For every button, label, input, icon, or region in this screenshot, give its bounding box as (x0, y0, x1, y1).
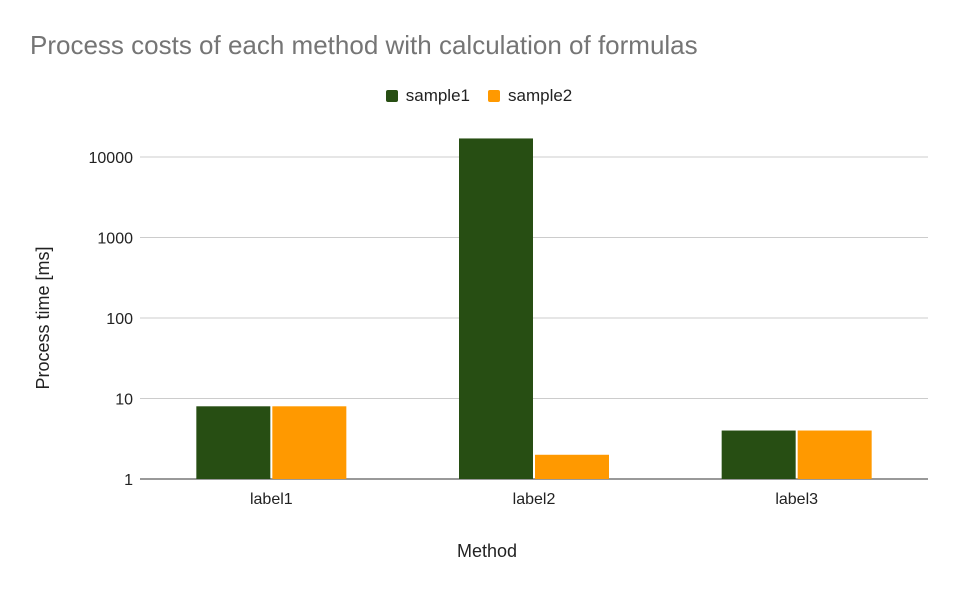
bar-sample2-label3 (797, 430, 872, 479)
legend: sample1 sample2 (0, 86, 958, 106)
bar-sample1-label2 (459, 138, 533, 480)
chart-title: Process costs of each method with calcul… (30, 30, 698, 60)
bar-sample2-label1 (272, 406, 347, 479)
x-axis-title: Method (457, 541, 517, 561)
y-tick-label: 100 (106, 311, 133, 328)
y-axis-title: Process time [ms] (33, 246, 53, 389)
x-tick-label-label3: label3 (775, 491, 818, 508)
legend-swatch-sample1 (385, 90, 398, 102)
bars (196, 138, 872, 480)
legend-item-sample2: sample2 (488, 86, 572, 106)
legend-item-sample1: sample1 (385, 86, 470, 106)
x-tick-label-label1: label1 (250, 491, 293, 508)
y-tick-label: 10000 (89, 150, 134, 167)
y-tick-label: 1 (124, 472, 133, 489)
legend-label-sample1: sample1 (405, 86, 470, 105)
x-axis-ticks: label1 label2 label3 (250, 491, 818, 508)
bar-sample1-label1 (196, 406, 271, 479)
legend-swatch-sample2 (488, 90, 500, 102)
y-tick-label: 10 (115, 392, 133, 409)
grid (140, 156, 928, 480)
y-axis-ticks: 1 10 100 1000 10000 (89, 150, 134, 489)
bar-sample2-label2 (535, 454, 609, 479)
x-tick-label-label2: label2 (513, 491, 556, 508)
bar-sample1-label3 (721, 430, 796, 479)
y-tick-label: 1000 (97, 231, 133, 248)
legend-label-sample2: sample2 (508, 86, 573, 105)
